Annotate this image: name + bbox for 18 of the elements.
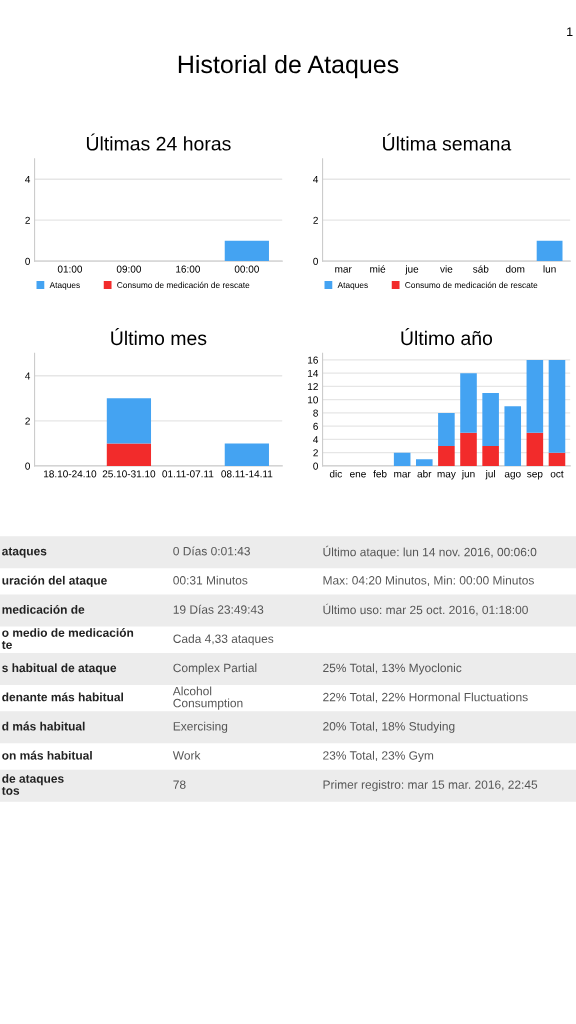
bar — [526, 359, 544, 433]
bar — [548, 452, 566, 466]
bar — [504, 406, 522, 466]
bar — [548, 359, 566, 453]
chart-title: Último año — [401, 328, 493, 346]
bar — [460, 373, 477, 433]
bar — [415, 459, 433, 466]
chart-title: Última semana — [383, 133, 512, 151]
bar — [526, 432, 544, 466]
chart-title: Últimas 24 horas — [86, 133, 231, 151]
text: Historial de Ataques — [178, 54, 399, 79]
bar — [438, 446, 455, 466]
bar — [460, 432, 477, 466]
bar — [393, 452, 411, 466]
bar — [438, 412, 455, 447]
bar — [482, 446, 499, 466]
bar — [482, 393, 499, 447]
chart-title: Último mes — [111, 328, 207, 346]
